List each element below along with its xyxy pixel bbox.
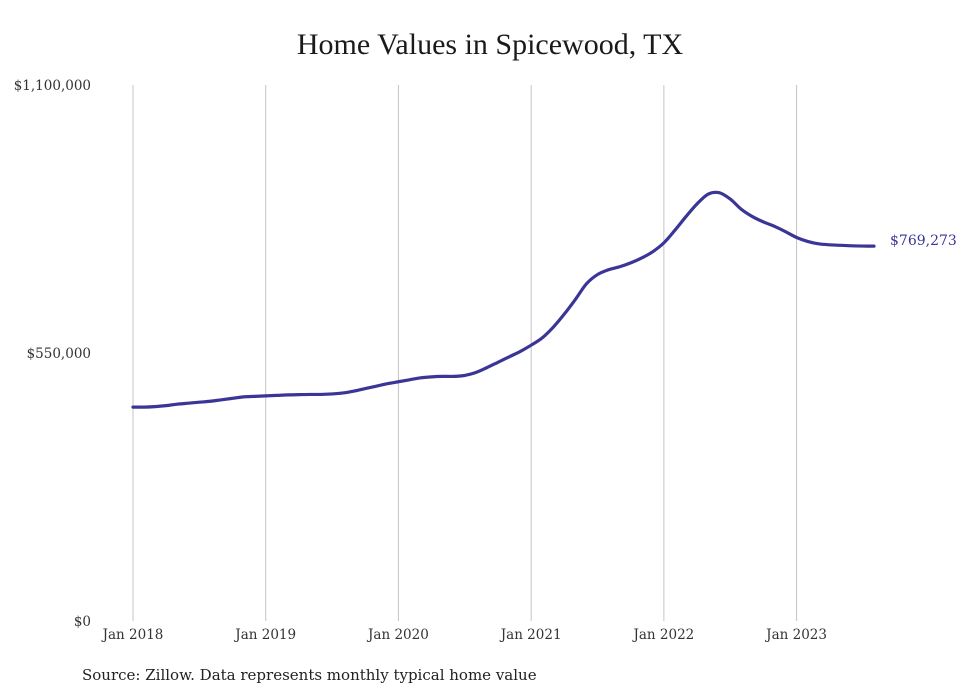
x-tick-label: Jan 2020	[366, 627, 429, 643]
end-value-label: $769,273	[890, 233, 957, 249]
series-line	[131, 190, 876, 409]
annotation-layer: $769,273	[890, 233, 957, 249]
y-tick-label: $550,000	[27, 346, 91, 362]
x-tick-label: Jan 2022	[631, 627, 694, 643]
x-tick-label: Jan 2019	[233, 627, 296, 643]
y-tick-label: $1,100,000	[14, 78, 91, 94]
grid-lines	[132, 85, 798, 621]
y-axis-tick-labels: $0 $550,000 $1,100,000	[14, 78, 91, 630]
x-tick-label: Jan 2023	[764, 627, 827, 643]
y-tick-label: $0	[74, 614, 91, 630]
chart-title: Home Values in Spicewood, TX	[296, 28, 684, 61]
series-layer	[131, 190, 876, 409]
source-note: Source: Zillow. Data represents monthly …	[82, 666, 537, 684]
x-tick-label: Jan 2018	[101, 627, 164, 643]
x-axis-tick-labels: Jan 2018 Jan 2019 Jan 2020 Jan 2021 Jan 2022…	[101, 627, 827, 643]
x-tick-label: Jan 2021	[499, 627, 562, 643]
